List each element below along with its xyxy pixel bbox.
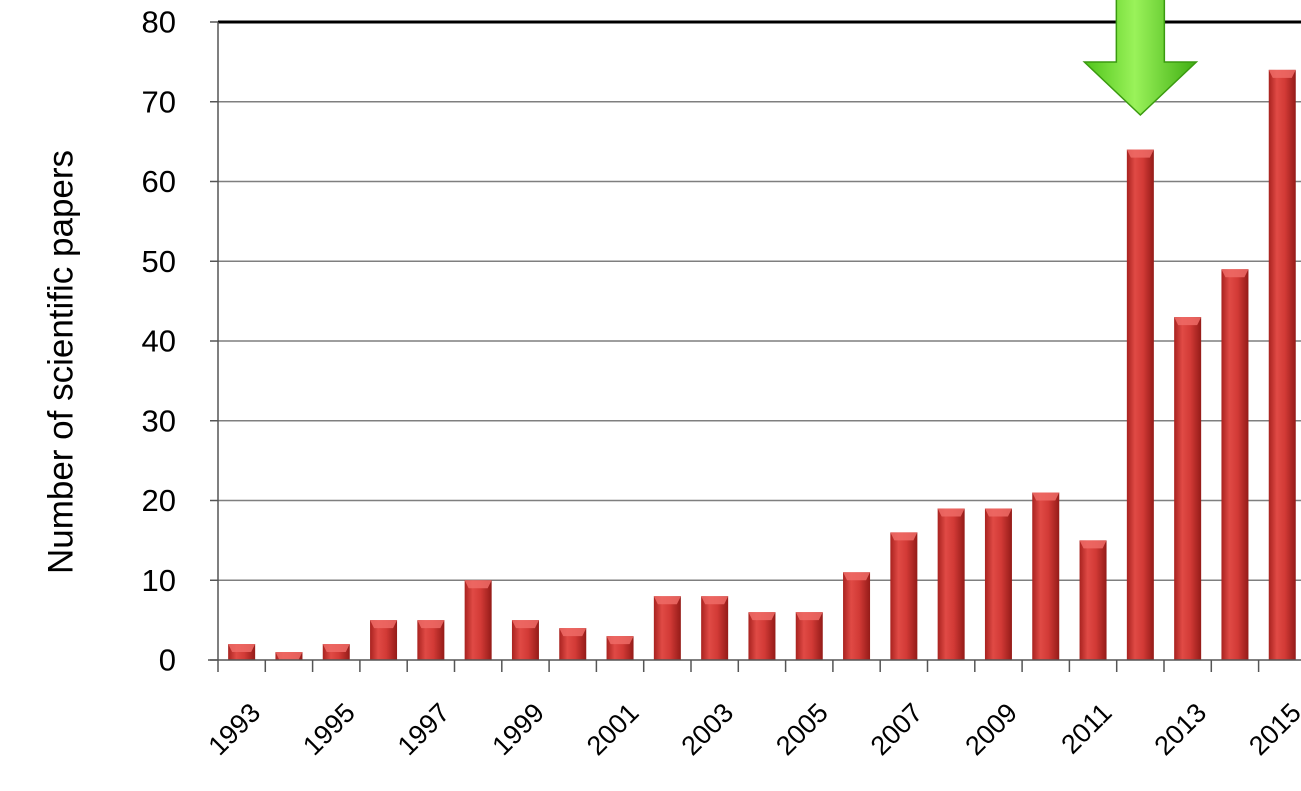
y-tick-label: 70 [142,84,176,119]
bar [228,644,256,660]
bar [653,596,681,660]
x-tick-label: 1999 [486,697,550,761]
y-tick-label: 0 [159,643,176,678]
y-tick-label: 10 [142,563,176,598]
bar-top [1221,269,1249,278]
x-tick-label: 2009 [959,697,1023,761]
x-tick-label: 2001 [581,697,645,761]
bar-top [701,596,729,605]
bars [228,69,1296,661]
bar [1032,492,1060,660]
bar-top [795,612,823,621]
x-tick-label: 2007 [865,697,929,761]
bar-top [606,636,634,645]
bar-body [890,532,918,660]
bar [984,508,1012,660]
bar [1268,69,1296,661]
bar-top [653,596,681,605]
bar-body [1126,149,1154,660]
x-tick-label: 1997 [392,697,456,761]
bar-body [653,596,681,660]
bar-top [1268,69,1296,78]
x-tick-label: 1995 [297,697,361,761]
bar-top [275,652,303,660]
x-tick-label: 1993 [203,697,267,761]
x-tick-label: 2013 [1149,697,1213,761]
bar [843,572,871,660]
bar [370,620,398,660]
bar-top [559,628,587,637]
bar-body [1079,540,1107,660]
bar-top [748,612,776,621]
bar-top [370,620,398,629]
x-tick-label: 2011 [1055,697,1117,759]
bar-body [843,572,871,660]
bar-body [701,596,729,660]
bar [937,508,965,660]
bar [795,612,823,660]
bar-body [464,580,492,660]
bar [559,628,587,660]
bar [1079,540,1107,660]
bar-body [1268,69,1296,661]
bar-top [843,572,871,581]
x-tick-label: 2003 [676,697,740,761]
bar [748,612,776,660]
y-tick-labels: 0 10 20 30 40 50 60 70 80 [142,5,176,678]
bar [1126,149,1154,660]
bar-top [464,580,492,589]
bar-top [937,508,965,517]
y-tick-label: 40 [142,324,176,359]
bar [511,620,539,660]
bar-top [322,644,350,653]
y-tick-label: 20 [142,483,176,518]
bar [464,580,492,660]
x-tick-label: 2005 [770,697,834,761]
bar [1221,269,1249,660]
bar-top [890,532,918,541]
y-tick-label: 80 [142,5,176,40]
y-tick-label: 60 [142,164,176,199]
bar [322,644,350,660]
bar-body [937,508,965,660]
axes [208,21,1301,672]
bar [606,636,634,660]
bar-top [984,508,1012,517]
bar-body [1221,269,1249,660]
arrow-shape [1082,0,1199,117]
y-tick-label: 50 [142,244,176,279]
bar-top [511,620,539,629]
bar-top [1032,492,1060,501]
bar-body [1032,492,1060,660]
bar-top [417,620,445,629]
bar-body [984,508,1012,660]
y-axis-title: Number of scientific papers [41,150,80,574]
bar [1174,317,1202,660]
bar [890,532,918,660]
x-tick-label: 2015 [1243,697,1301,761]
bar-top [228,644,256,653]
bar [417,620,445,660]
bar [701,596,729,660]
bar-top [1126,149,1154,158]
bar-top [1079,540,1107,549]
bar-body [1174,317,1202,660]
bar-top [1174,317,1202,326]
y-tick-label: 30 [142,403,176,438]
bar [275,652,303,660]
x-tick-labels: 1993 1995 1997 1999 2001 2003 2005 2007 2009 2011… [203,697,1301,761]
down-arrow-icon [1082,0,1199,117]
